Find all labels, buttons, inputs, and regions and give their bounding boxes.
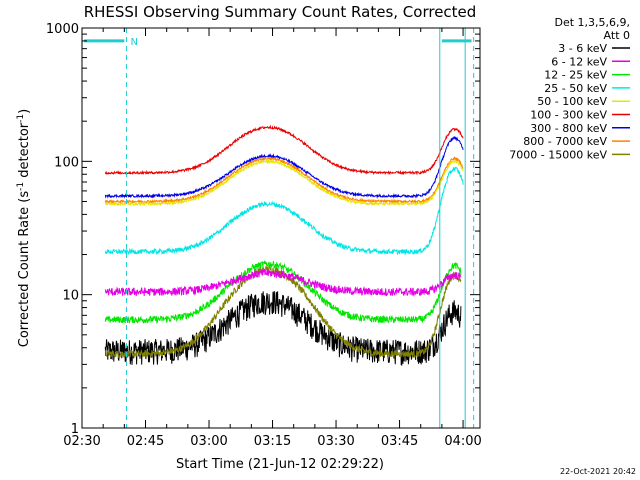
series-layer	[104, 124, 464, 366]
series-line-7	[104, 156, 464, 205]
overlay-layer: N	[84, 28, 475, 428]
legend-label-2: 12 - 25 keV	[544, 69, 607, 82]
x-tick-label: 02:30	[63, 434, 100, 449]
legend-title-1: Det 1,3,5,6,9,	[554, 16, 630, 29]
plot-area: N	[81, 27, 481, 429]
chart-title: RHESSI Observing Summary Count Rates, Co…	[84, 3, 477, 21]
marker-n-label: N	[130, 37, 137, 48]
legend-label-5: 100 - 300 keV	[530, 109, 607, 122]
legend-label-7: 800 - 7000 keV	[523, 135, 607, 148]
x-tick-label: 03:00	[190, 434, 227, 449]
plot-frame	[81, 27, 481, 429]
x-tick-label: 04:00	[444, 434, 481, 449]
series-line-4	[104, 158, 464, 207]
axis-ticks: 02:30 02:45 03:00 03:15 03:30 03:45 04:00 1 10 10…	[46, 22, 482, 449]
y-tick-label: 10	[62, 289, 79, 304]
x-axis-label: Start Time (21-Jun-12 02:29:22)	[176, 457, 384, 472]
y-tick-label: 1000	[46, 22, 79, 37]
series-line-1	[104, 268, 462, 298]
y-tick-label: 100	[54, 155, 79, 170]
footer-timestamp: 22-Oct-2021 20:42	[560, 467, 636, 476]
legend-label-4: 50 - 100 keV	[537, 95, 607, 108]
legend-label-8: 7000 - 15000 keV	[509, 148, 607, 161]
series-line-2	[104, 260, 462, 325]
legend-label-1: 6 - 12 keV	[551, 55, 607, 68]
y-axis-label: Corrected Count Rate (s-1 detector-1)	[16, 109, 32, 347]
legend-label-3: 25 - 50 keV	[544, 82, 607, 95]
x-tick-label: 03:45	[381, 434, 418, 449]
x-tick-label: 03:15	[254, 434, 291, 449]
legend-label-6: 300 - 800 keV	[530, 122, 607, 135]
x-tick-label: 02:45	[127, 434, 164, 449]
series-line-6	[104, 136, 464, 199]
legend-title-2: Att 0	[604, 29, 630, 42]
y-tick-label: 1	[71, 422, 79, 437]
series-line-5	[104, 124, 464, 176]
legend-label-0: 3 - 6 keV	[558, 42, 607, 55]
series-line-3	[104, 166, 464, 256]
x-tick-label: 03:30	[317, 434, 354, 449]
